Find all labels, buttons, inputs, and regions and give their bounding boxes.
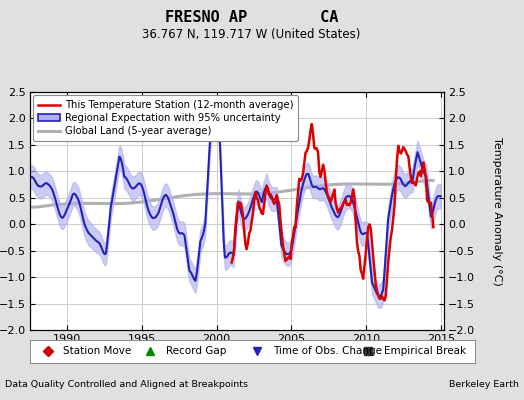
Text: Empirical Break: Empirical Break [384,346,466,356]
Text: Time of Obs. Change: Time of Obs. Change [272,346,381,356]
Legend: This Temperature Station (12-month average), Regional Expectation with 95% uncer: This Temperature Station (12-month avera… [33,95,298,141]
Text: Data Quality Controlled and Aligned at Breakpoints: Data Quality Controlled and Aligned at B… [5,380,248,389]
Text: Record Gap: Record Gap [166,346,226,356]
Text: 36.767 N, 119.717 W (United States): 36.767 N, 119.717 W (United States) [143,28,361,41]
Y-axis label: Temperature Anomaly (°C): Temperature Anomaly (°C) [492,137,502,285]
Text: FRESNO AP        CA: FRESNO AP CA [165,10,338,26]
Text: Berkeley Earth: Berkeley Earth [449,380,519,389]
Text: Station Move: Station Move [63,346,132,356]
